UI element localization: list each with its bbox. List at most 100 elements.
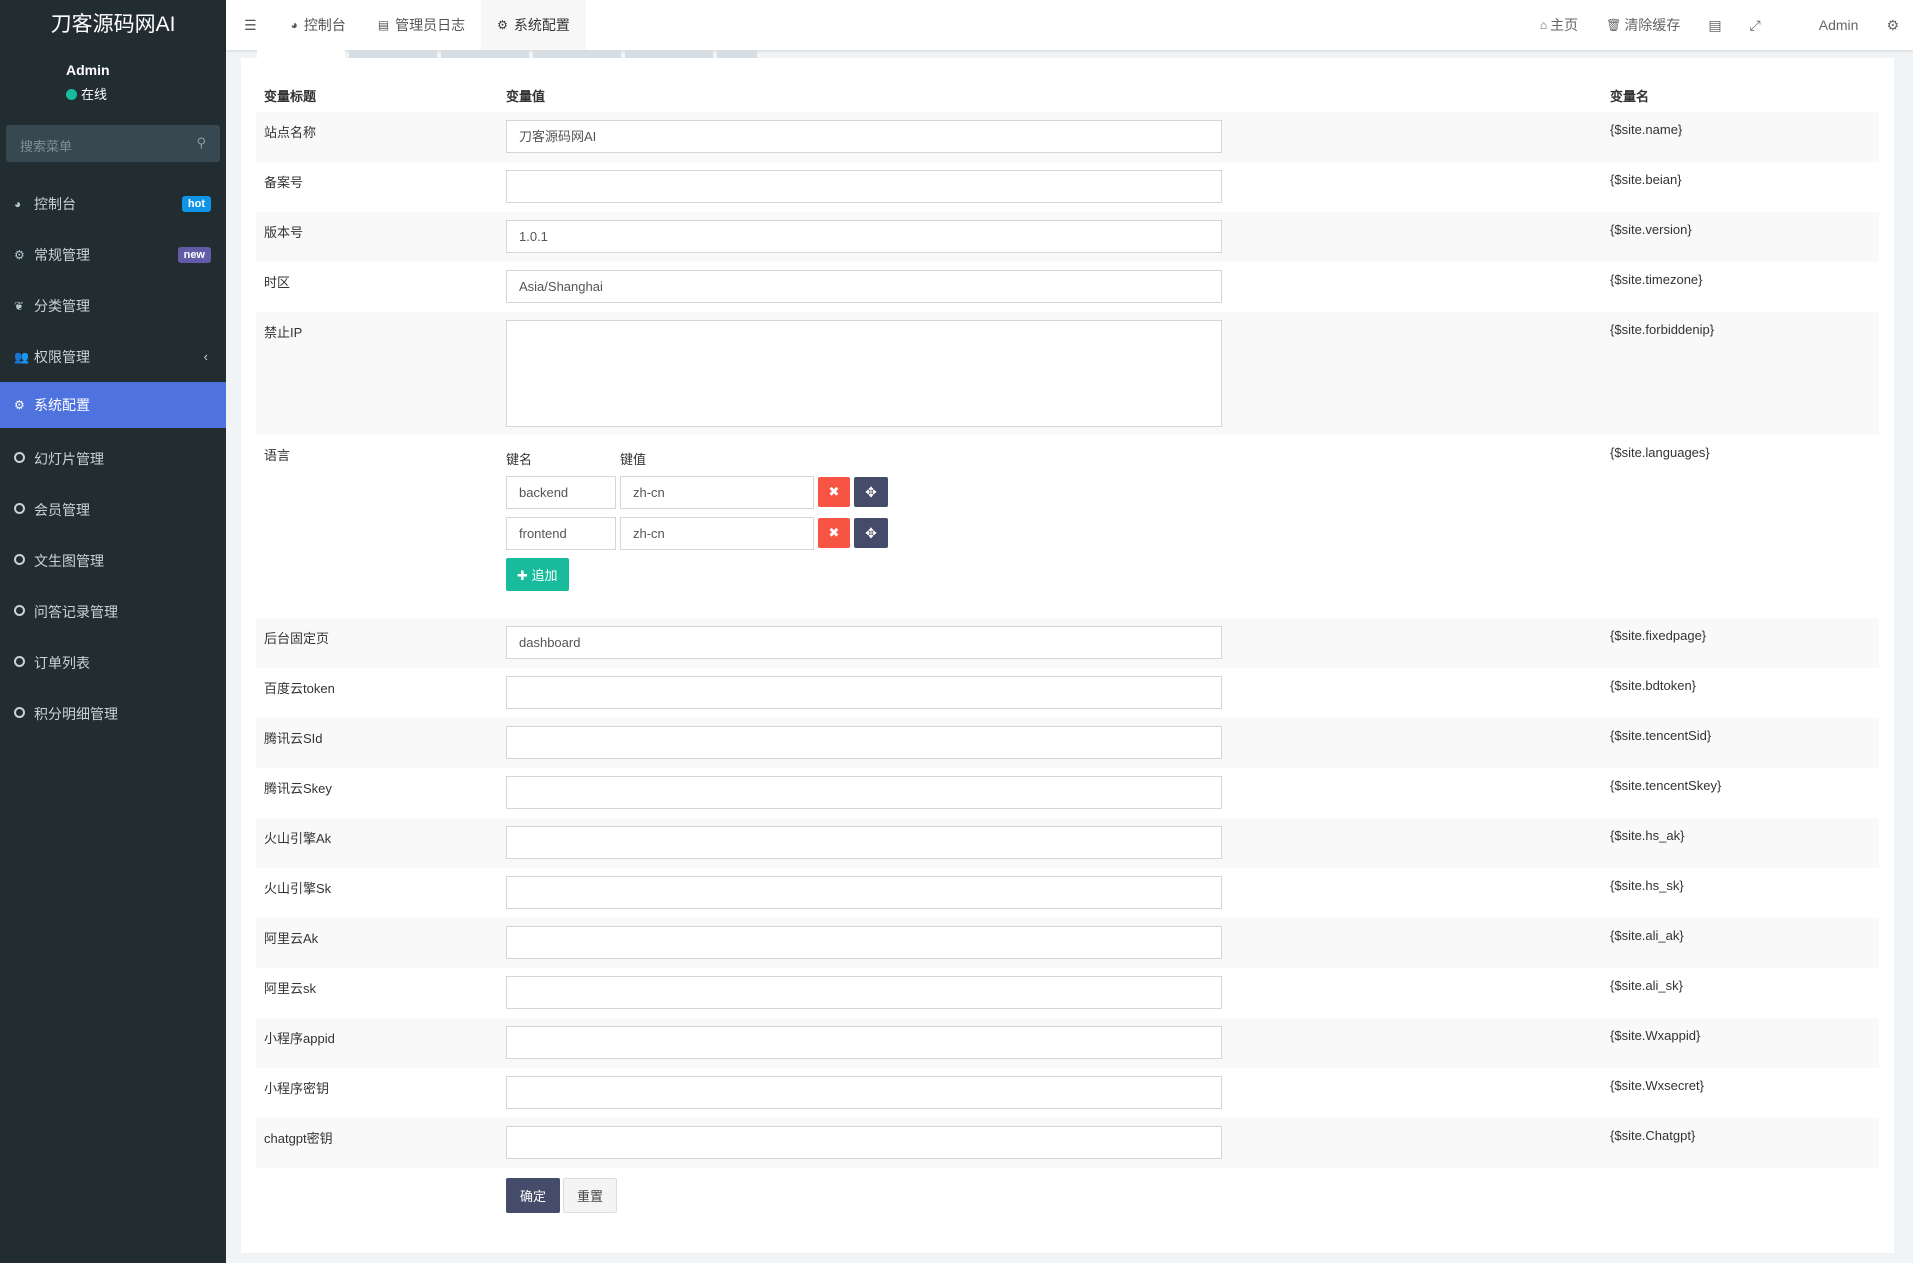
variable-name: {$site.name} [1610, 112, 1879, 162]
sidebar-item-label: 分类管理 [34, 297, 90, 314]
menu-search-input[interactable]: 搜索菜单 ⚲ [6, 125, 220, 162]
variable-value-cell: 1.0.1 [506, 212, 1610, 262]
sidebar-item[interactable]: 👥 权限管理 ‹ [0, 331, 226, 382]
table-row: 禁止IP {$site.forbiddenip} [256, 312, 1879, 435]
sidebar-item[interactable]: 会员管理 [0, 484, 226, 535]
sidebar-item[interactable]: 幻灯片管理 [0, 433, 226, 484]
sidebar-item[interactable]: 订单列表 [0, 637, 226, 688]
close-icon: ✖ [828, 484, 840, 499]
variable-name: {$site.version} [1610, 212, 1879, 262]
text-input[interactable] [506, 826, 1222, 859]
text-input[interactable] [506, 876, 1222, 909]
sidebar-item[interactable]: ◕ 控制台 hot [0, 178, 226, 229]
sidebar-item[interactable]: ⚙ 系统配置 [0, 382, 226, 428]
variable-title: 后台固定页 [256, 618, 506, 668]
variable-name: {$site.languages} [1610, 445, 1710, 460]
variable-value-cell [506, 768, 1610, 818]
circle-icon [14, 604, 34, 619]
config-tab[interactable] [625, 50, 713, 60]
user-menu[interactable]: Admin [1818, 17, 1859, 33]
nav-tab[interactable]: ⚙ 系统配置 [481, 0, 586, 50]
value-input[interactable]: zh-cn [620, 476, 814, 509]
text-input[interactable] [506, 776, 1222, 809]
text-input[interactable]: 刀客源码网AI [506, 120, 1222, 153]
variable-value-cell: 键名 键值 backend zh-cn ✖ ✥ frontend zh-cn ✖ ✥ ✚ 追加 [506, 435, 1610, 618]
sidebar-item[interactable]: 问答记录管理 [0, 586, 226, 637]
users-icon: 👥 [14, 349, 29, 364]
clear-cache-button[interactable]: 🗑 清除缓存 [1592, 0, 1694, 50]
submit-button[interactable]: 确定 [506, 1178, 561, 1213]
spacer [256, 1168, 506, 1218]
variable-name: {$site.tencentSkey} [1610, 778, 1722, 793]
nav-tab-label: 系统配置 [513, 17, 570, 33]
table-row: chatgpt密钥 {$site.Chatgpt} [256, 1118, 1879, 1168]
variable-value-cell [506, 1118, 1610, 1168]
search-placeholder: 搜索菜单 [20, 139, 73, 154]
variable-title: 火山引擎Sk [264, 881, 332, 896]
config-tab[interactable] [257, 50, 345, 60]
cogs-icon[interactable]: ⚙ [1886, 16, 1899, 33]
chevron-left-icon[interactable]: ‹ [203, 349, 208, 364]
config-tab[interactable] [349, 50, 437, 60]
sidebar-item-label: 积分明细管理 [34, 705, 118, 722]
text-input[interactable] [506, 926, 1222, 959]
variable-value-cell [506, 668, 1610, 718]
text-input[interactable] [506, 1026, 1222, 1059]
table-row: 腾讯云Skey {$site.tencentSkey} [256, 768, 1879, 818]
logo[interactable]: 刀客源码网AI [50, 13, 176, 36]
sidebar-item[interactable]: ⚙ 常规管理 new [0, 229, 226, 280]
remove-button[interactable]: ✖ [818, 518, 850, 548]
variable-title: 小程序密钥 [264, 1081, 330, 1096]
variable-title: 小程序appid [256, 1018, 506, 1068]
table-row: 百度云token {$site.bdtoken} [256, 668, 1879, 718]
drag-handle[interactable]: ✥ [854, 477, 888, 507]
sidebar: 刀客源码网AI Admin 在线 搜索菜单 ⚲ ◕ 控制台 hot ⚙ 常规管理 new ❦ 分… [0, 0, 226, 1263]
home-link[interactable]: ⌂ 主页 [1526, 0, 1592, 50]
translate-icon[interactable]: ▤ [1708, 16, 1722, 33]
table-row: 小程序appid {$site.Wxappid} [256, 1018, 1879, 1068]
text-input[interactable] [506, 170, 1222, 203]
list-icon: ▤ [377, 18, 390, 32]
textarea-input[interactable] [506, 320, 1222, 427]
variable-value-cell: dashboard [506, 618, 1610, 668]
clear-cache-label: 清除缓存 [1624, 17, 1681, 33]
gear-icon: ⚙ [14, 398, 25, 412]
sidebar-item[interactable]: 文生图管理 [0, 535, 226, 586]
reset-button[interactable]: 重置 [563, 1178, 618, 1213]
config-tab[interactable] [533, 50, 621, 60]
spacer [1610, 1168, 1879, 1218]
append-button[interactable]: ✚ 追加 [506, 558, 569, 591]
variable-value-cell [506, 968, 1610, 1018]
text-input[interactable] [506, 976, 1222, 1009]
text-input[interactable] [506, 1076, 1222, 1109]
search-icon[interactable]: ⚲ [196, 135, 206, 150]
sidebar-item[interactable]: 积分明细管理 [0, 688, 226, 739]
form-actions: 确定 重置 [256, 1168, 1879, 1218]
text-input[interactable] [506, 676, 1222, 709]
user-name: Admin [66, 62, 110, 78]
table-row: 小程序密钥 {$site.Wxsecret} [256, 1068, 1879, 1118]
value-input[interactable]: zh-cn [620, 517, 814, 550]
drag-handle[interactable]: ✥ [854, 518, 888, 548]
fullscreen-icon[interactable]: ⤢ [1749, 16, 1761, 33]
circle-icon [14, 553, 34, 568]
config-tab[interactable] [441, 50, 529, 60]
text-input[interactable] [506, 726, 1222, 759]
text-input[interactable]: dashboard [506, 626, 1222, 659]
text-input[interactable] [506, 1126, 1222, 1159]
menu-toggle-icon[interactable]: ☰ [244, 16, 257, 33]
config-tab[interactable] [717, 50, 757, 60]
key-input[interactable]: backend [506, 476, 616, 509]
text-input[interactable]: 1.0.1 [506, 220, 1222, 253]
nav-tab[interactable]: ▤ 管理员日志 [362, 0, 481, 50]
sidebar-menu: ◕ 控制台 hot ⚙ 常规管理 new ❦ 分类管理 👥 权限管理 ‹ ⚙ 系统配置幻灯片管理 会员管理… [0, 178, 226, 739]
nav-tab[interactable]: ◕ 控制台 [275, 0, 362, 50]
remove-button[interactable]: ✖ [818, 477, 850, 507]
nav-tabs: ◕ 控制台 ▤ 管理员日志 ⚙ 系统配置 [275, 0, 586, 50]
variable-title: 站点名称 [256, 112, 506, 162]
text-input[interactable]: Asia/Shanghai [506, 270, 1222, 303]
move-icon: ✥ [865, 525, 877, 541]
table-row: 火山引擎Ak {$site.hs_ak} [256, 818, 1879, 868]
sidebar-item[interactable]: ❦ 分类管理 [0, 280, 226, 331]
key-input[interactable]: frontend [506, 517, 616, 550]
